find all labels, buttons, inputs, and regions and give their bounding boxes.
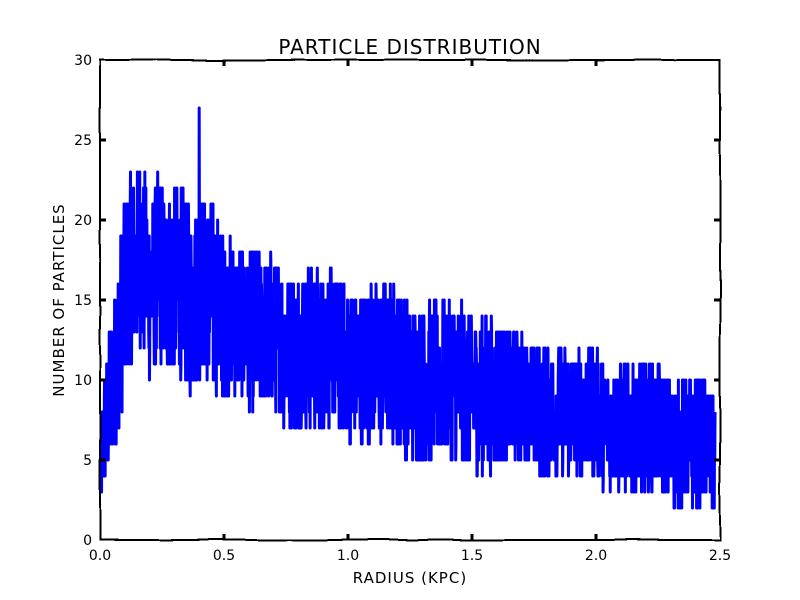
y-tick-label: 10 (74, 373, 92, 389)
x-axis-label: RADIUS (KPC) (353, 569, 467, 587)
y-tick-label: 20 (74, 213, 92, 229)
y-axis-label: NUMBER OF PARTICLES (50, 203, 68, 396)
x-tick-label: 1.5 (461, 548, 483, 564)
x-tick-label: 0.0 (89, 548, 111, 564)
x-tick-label: 2.0 (585, 548, 607, 564)
series-line (100, 106, 717, 510)
y-tick-label: 5 (83, 453, 92, 469)
x-tick-label: 1.0 (337, 548, 359, 564)
x-axis: 0.0 0.5 1.0 1.5 2.0 2.5 (89, 60, 731, 564)
y-tick-label: 15 (74, 293, 92, 309)
y-tick-label: 25 (74, 133, 92, 149)
x-tick-label: 0.5 (213, 548, 235, 564)
y-tick-label: 0 (83, 533, 92, 549)
y-axis: 0 5 10 15 20 25 30 (74, 53, 720, 549)
series-layer (100, 106, 717, 510)
y-tick-label: 30 (74, 53, 92, 69)
chart-title: PARTICLE DISTRIBUTION (278, 35, 541, 59)
x-tick-label: 2.5 (709, 548, 731, 564)
